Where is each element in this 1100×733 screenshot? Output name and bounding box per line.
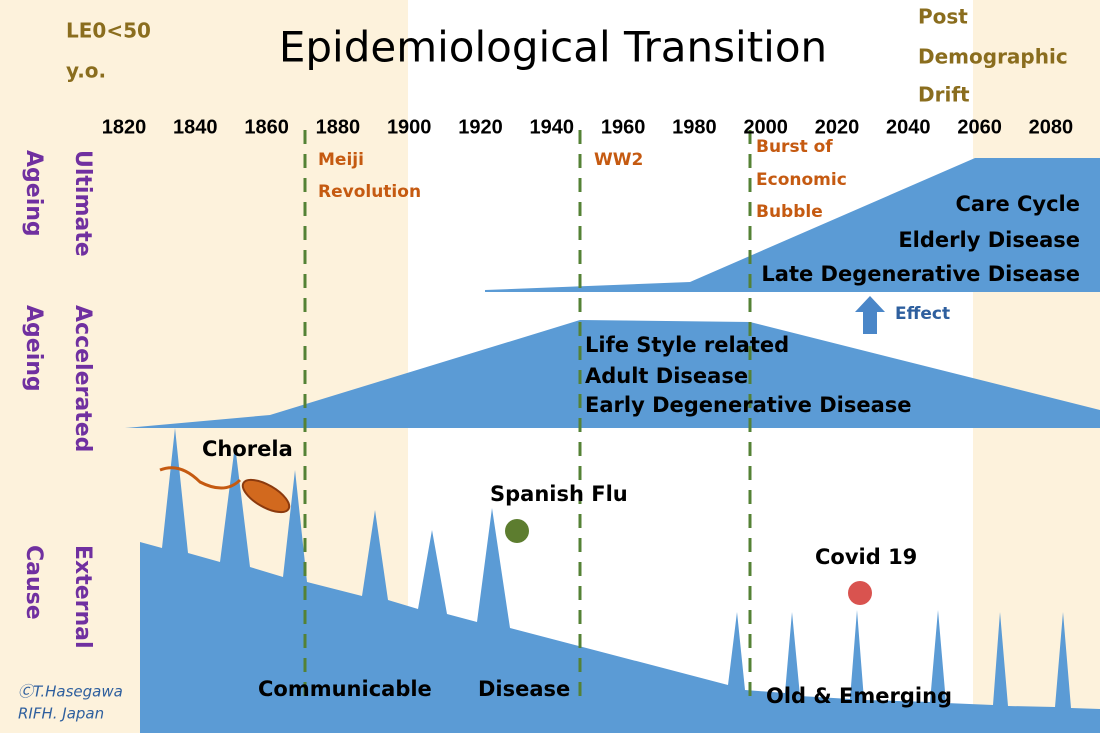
title: Epidemiological Transition	[279, 23, 827, 72]
year-label: 1940	[530, 116, 575, 138]
year-label: 1980	[672, 116, 717, 138]
year-label: 2060	[957, 116, 1002, 138]
event-label: Economic	[756, 170, 847, 190]
event-label: Revolution	[318, 182, 421, 202]
event-label: Meiji	[318, 150, 364, 170]
year-label: 2040	[886, 116, 931, 138]
year-label: 1840	[173, 116, 218, 138]
row-label: Ageing	[21, 305, 46, 392]
event-label: WW2	[594, 150, 643, 170]
band-label: Elderly Disease	[898, 228, 1080, 252]
year-label: 1860	[244, 116, 289, 138]
year-label: 1900	[387, 116, 432, 138]
flu-icon	[505, 519, 529, 543]
band-label: Life Style related	[585, 333, 789, 357]
covid-icon	[848, 581, 872, 605]
event-label: Burst of	[756, 137, 833, 157]
credit: ⒸT.Hasegawa	[18, 683, 123, 701]
bottom-label: Old & Emerging	[766, 684, 952, 708]
year-label: 2080	[1029, 116, 1074, 138]
band-label: Adult Disease	[585, 364, 748, 388]
bottom-label: Disease	[478, 677, 570, 701]
slide: Epidemiological Transition LE0<50 y.o. P…	[0, 0, 1100, 733]
corner-label: Demographic	[918, 45, 1068, 69]
band-label: Early Degenerative Disease	[585, 393, 912, 417]
year-label: 1960	[601, 116, 646, 138]
event-label: Bubble	[756, 202, 823, 222]
corner-label: LE0<50	[66, 19, 151, 43]
corner-label: Drift	[918, 83, 970, 107]
effect-label: Effect	[895, 304, 950, 324]
year-label: 1880	[316, 116, 361, 138]
year-label: 2000	[743, 116, 788, 138]
row-label: Cause	[21, 545, 46, 620]
year-label: 1920	[458, 116, 503, 138]
outbreak-label: Covid 19	[815, 545, 917, 569]
row-label: Ultimate	[70, 150, 95, 257]
year-label: 2020	[815, 116, 860, 138]
band-label: Late Degenerative Disease	[761, 262, 1080, 286]
bottom-label: Communicable	[258, 677, 432, 701]
row-label: Ageing	[21, 150, 46, 237]
band-label: Care Cycle	[956, 192, 1080, 216]
corner-label: Post	[918, 5, 968, 29]
credit: RIFH. Japan	[18, 705, 104, 723]
year-label: 1820	[102, 116, 147, 138]
era-band-right	[973, 0, 1100, 733]
row-label: Accelerated	[70, 305, 95, 452]
outbreak-label: Chorela	[202, 437, 293, 461]
corner-label: y.o.	[66, 59, 106, 83]
outbreak-label: Spanish Flu	[490, 482, 628, 506]
row-label: External	[70, 545, 95, 649]
